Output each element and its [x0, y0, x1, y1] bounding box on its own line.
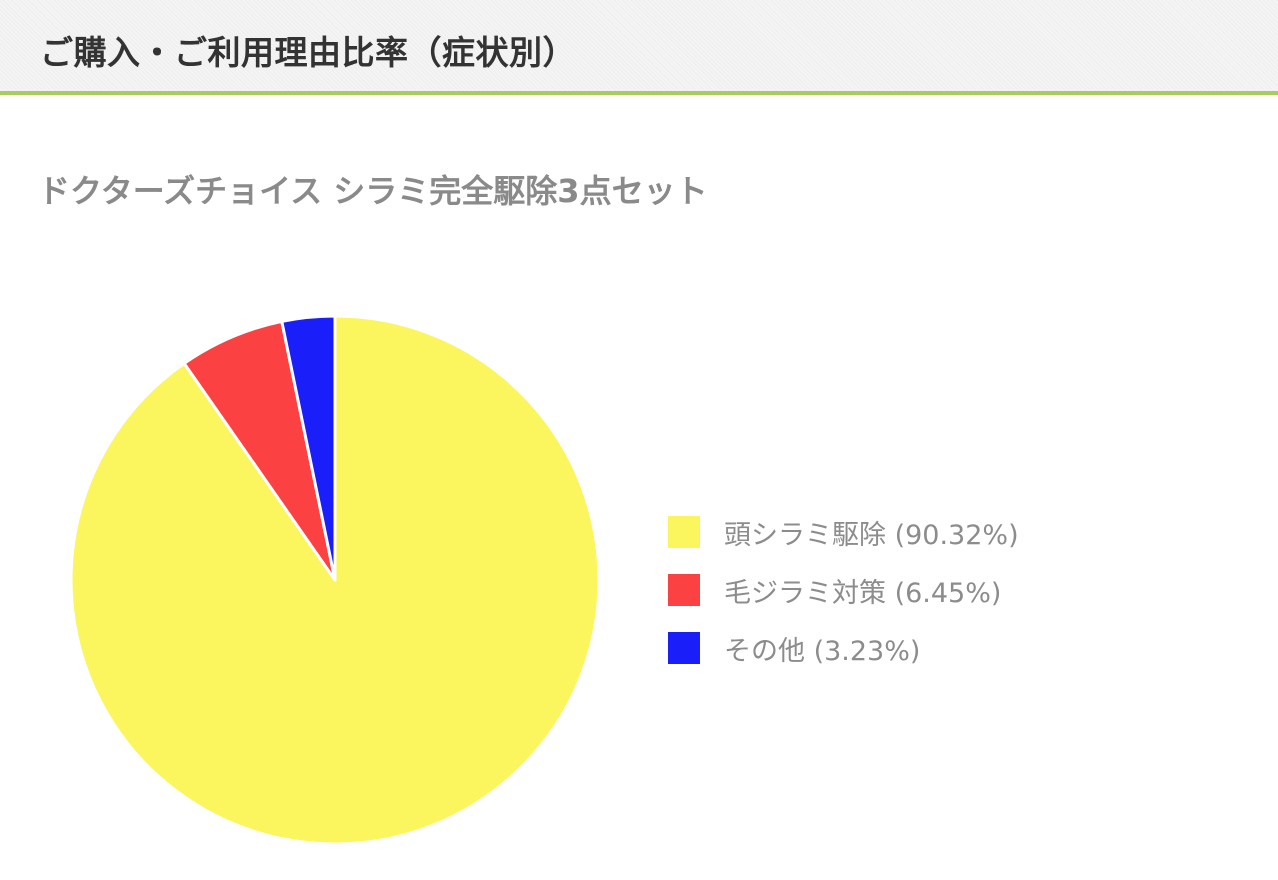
header-bar: ご購入・ご利用理由比率（症状別） [0, 0, 1278, 95]
pie-slice-other [280, 314, 337, 582]
chart-legend: 頭シラミ駆除 (90.32%) 毛ジラミ対策 (6.45%) その他 (3.23… [668, 503, 1019, 677]
pie-slice-head-lice [69, 314, 601, 846]
legend-item-other: その他 (3.23%) [668, 619, 1019, 677]
legend-item-pubic-lice: 毛ジラミ対策 (6.45%) [668, 561, 1019, 619]
legend-label-pubic-lice: 毛ジラミ対策 (6.45%) [724, 577, 1002, 609]
page-title: ご購入・ご利用理由比率（症状別） [40, 33, 576, 72]
legend-swatch-head-lice [668, 516, 700, 548]
legend-item-head-lice: 頭シラミ駆除 (90.32%) [668, 503, 1019, 561]
legend-label-other: その他 (3.23%) [724, 635, 921, 667]
product-title: ドクターズチョイス シラミ完全駆除3点セット [38, 172, 708, 210]
legend-label-head-lice: 頭シラミ駆除 (90.32%) [724, 519, 1019, 551]
legend-swatch-pubic-lice [668, 574, 700, 606]
legend-swatch-other [668, 632, 700, 664]
